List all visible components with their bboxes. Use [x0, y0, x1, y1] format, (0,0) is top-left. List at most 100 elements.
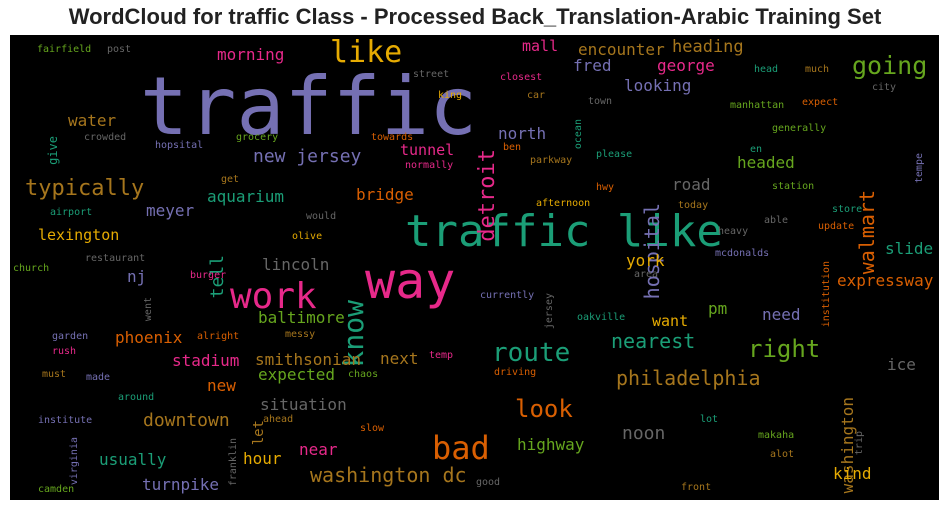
- word-made: made: [86, 372, 111, 383]
- word-like: like: [330, 35, 403, 70]
- word-area: area: [634, 269, 659, 280]
- word-expect: expect: [802, 97, 839, 108]
- word-grocery: grocery: [236, 132, 279, 143]
- word-fred: fred: [573, 56, 612, 75]
- wordcloud-canvas: traffic traffic like way work like know bad rou…: [10, 35, 939, 500]
- word-right: right: [748, 335, 821, 363]
- word-stadium: stadium: [172, 351, 240, 370]
- word-generally: generally: [772, 123, 827, 134]
- word-hour: hour: [243, 449, 282, 468]
- word-institution: institution: [821, 261, 832, 328]
- word-new-jersey: new jersey: [253, 146, 362, 167]
- word-meyer: meyer: [146, 201, 195, 220]
- word-franklin: franklin: [228, 438, 239, 487]
- word-bridge: bridge: [356, 185, 414, 204]
- word-update: update: [818, 221, 855, 232]
- word-rush: rush: [52, 346, 77, 357]
- word-head: head: [754, 64, 779, 75]
- word-jersey: jersey: [544, 293, 555, 330]
- word-washington-dc: washington dc: [310, 463, 467, 487]
- word-need: need: [762, 305, 801, 324]
- word-work: work: [230, 276, 317, 317]
- word-parkway: parkway: [530, 155, 573, 166]
- word-typically: typically: [25, 176, 145, 201]
- word-tunnel: tunnel: [400, 141, 455, 159]
- word-closest: closest: [500, 72, 543, 83]
- word-normally: normally: [405, 160, 454, 171]
- word-en: en: [750, 144, 763, 155]
- word-nj: nj: [127, 267, 147, 286]
- word-baltimore: baltimore: [258, 308, 345, 327]
- word-detroit: detroit: [475, 149, 500, 242]
- word-slide: slide: [885, 239, 934, 258]
- word-mall: mall: [522, 37, 559, 55]
- word-next: next: [380, 349, 419, 368]
- word-alot: alot: [770, 449, 795, 460]
- word-afternoon: afternoon: [536, 198, 591, 209]
- word-went: went: [143, 297, 154, 322]
- word-institute: institute: [38, 415, 93, 426]
- word-virginia: virginia: [69, 437, 80, 486]
- word-much: much: [805, 64, 830, 75]
- word-camden: camden: [38, 484, 75, 495]
- word-aquarium: aquarium: [207, 187, 285, 206]
- word-noon: noon: [622, 423, 666, 444]
- word-chaos: chaos: [348, 369, 379, 380]
- word-able: able: [764, 215, 789, 226]
- word-traffic-like: traffic like: [405, 206, 723, 257]
- word-north: north: [498, 124, 547, 143]
- word-turnpike: turnpike: [142, 475, 220, 494]
- word-bad: bad: [432, 429, 490, 467]
- word-around: around: [118, 392, 155, 403]
- word-airport: airport: [50, 207, 93, 218]
- word-situation: situation: [260, 395, 347, 414]
- word-king: king: [438, 90, 463, 101]
- word-post: post: [107, 44, 132, 55]
- word-store: store: [832, 204, 863, 215]
- word-restaurant: restaurant: [85, 253, 146, 264]
- word-expected: expected: [258, 365, 336, 384]
- word-oakville: oakville: [577, 312, 626, 323]
- word-york: york: [626, 251, 665, 270]
- word-must: must: [42, 369, 67, 380]
- word-alright: alright: [197, 331, 240, 342]
- word-pm: pm: [708, 299, 728, 318]
- word-route: route: [492, 338, 571, 368]
- word-car: car: [527, 90, 546, 101]
- word-trip: trip: [854, 431, 865, 456]
- word-temp: temp: [429, 350, 454, 361]
- word-heavy: heavy: [718, 226, 749, 237]
- word-good: good: [476, 477, 501, 488]
- word-ben: ben: [503, 142, 522, 153]
- word-usually: usually: [99, 450, 167, 469]
- word-water: water: [68, 111, 117, 130]
- word-driving: driving: [494, 367, 537, 378]
- word-morning: morning: [217, 45, 285, 64]
- word-front: front: [681, 482, 712, 493]
- word-hopsital: hopsital: [155, 140, 204, 151]
- word-tempe: tempe: [914, 153, 925, 184]
- word-looking: looking: [624, 76, 692, 95]
- word-olive: olive: [292, 231, 323, 242]
- word-downtown: downtown: [143, 410, 230, 431]
- chart-title: WordCloud for traffic Class - Processed …: [68, 4, 882, 29]
- word-near: near: [299, 440, 338, 459]
- word-slow: slow: [360, 423, 385, 434]
- word-towards: towards: [371, 132, 414, 143]
- word-road: road: [672, 175, 711, 194]
- word-mcdonalds: mcdonalds: [715, 248, 770, 259]
- word-street: street: [413, 69, 450, 80]
- word-give: give: [46, 136, 60, 165]
- word-george: george: [657, 56, 715, 75]
- word-ahead: ahead: [263, 414, 294, 425]
- word-ocean: ocean: [573, 119, 584, 150]
- word-please: please: [596, 149, 633, 160]
- word-hwy: hwy: [596, 182, 615, 193]
- word-currently: currently: [480, 290, 535, 301]
- word-lexington: lexington: [38, 226, 120, 244]
- word-get: get: [221, 174, 240, 185]
- word-manhattan: manhattan: [730, 100, 785, 111]
- word-traffic: traffic: [140, 60, 478, 153]
- word-makaha: makaha: [758, 430, 795, 441]
- word-station: station: [772, 181, 815, 192]
